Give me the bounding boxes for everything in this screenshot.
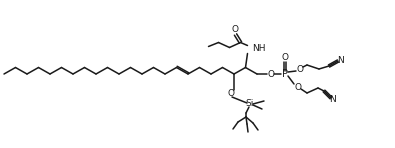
- Text: O: O: [267, 70, 275, 78]
- Text: O: O: [295, 82, 301, 91]
- Text: Si: Si: [246, 99, 254, 108]
- Text: O: O: [282, 53, 288, 62]
- Text: P: P: [282, 69, 288, 79]
- Text: N: N: [337, 56, 343, 65]
- Text: O: O: [297, 65, 303, 74]
- Text: N: N: [329, 95, 337, 103]
- Text: NH: NH: [252, 44, 266, 53]
- Text: O: O: [228, 90, 235, 99]
- Text: O: O: [231, 25, 238, 34]
